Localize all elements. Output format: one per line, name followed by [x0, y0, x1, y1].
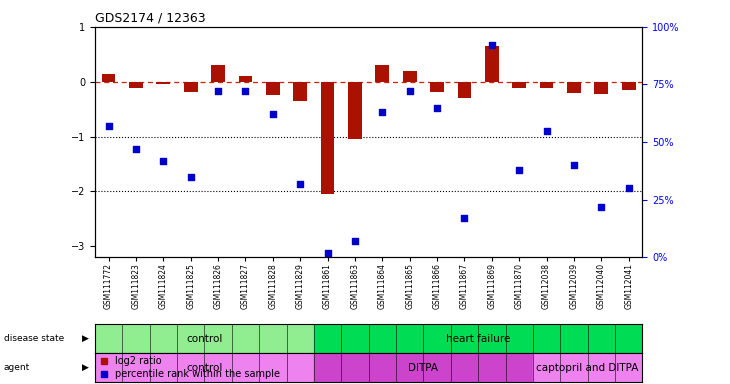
Point [458, 215, 470, 221]
Text: DITPA: DITPA [408, 362, 439, 373]
Bar [539, 82, 553, 88]
Text: GDS2174 / 12363: GDS2174 / 12363 [95, 11, 206, 24]
Point [185, 174, 196, 180]
Bar [458, 82, 472, 98]
Bar [403, 71, 417, 82]
Text: captopril and DITPA: captopril and DITPA [537, 362, 639, 373]
Point [267, 111, 279, 118]
Point [596, 204, 607, 210]
Bar [320, 82, 334, 194]
Point [486, 42, 498, 48]
Text: heart failure: heart failure [446, 334, 510, 344]
Bar [375, 65, 389, 82]
Bar [239, 76, 253, 82]
Bar [101, 73, 115, 82]
Text: control: control [186, 362, 223, 373]
Bar [266, 82, 280, 96]
Point [294, 180, 306, 187]
Bar [567, 82, 581, 93]
Point [349, 238, 361, 244]
Point [623, 185, 634, 191]
Legend: log2 ratio, percentile rank within the sample: log2 ratio, percentile rank within the s… [100, 356, 280, 379]
Bar [184, 82, 198, 92]
Point [158, 157, 169, 164]
Bar [622, 82, 636, 90]
Point [239, 88, 251, 94]
Point [568, 162, 580, 168]
Point [513, 167, 525, 173]
Bar [211, 65, 225, 82]
Text: agent: agent [4, 363, 30, 372]
Text: ▶: ▶ [82, 363, 88, 372]
Bar [156, 82, 170, 84]
Bar [293, 82, 307, 101]
Bar [485, 46, 499, 82]
Bar [594, 82, 608, 94]
Point [103, 123, 115, 129]
Bar [430, 82, 444, 92]
Point [322, 250, 334, 256]
Point [404, 88, 415, 94]
Bar [512, 82, 526, 88]
Point [541, 127, 553, 134]
Text: control: control [186, 334, 223, 344]
Bar [348, 82, 362, 139]
Text: ▶: ▶ [82, 334, 88, 343]
Bar [129, 82, 143, 88]
Point [431, 104, 443, 111]
Point [212, 88, 224, 94]
Point [130, 146, 142, 152]
Text: disease state: disease state [4, 334, 64, 343]
Point [377, 109, 388, 115]
